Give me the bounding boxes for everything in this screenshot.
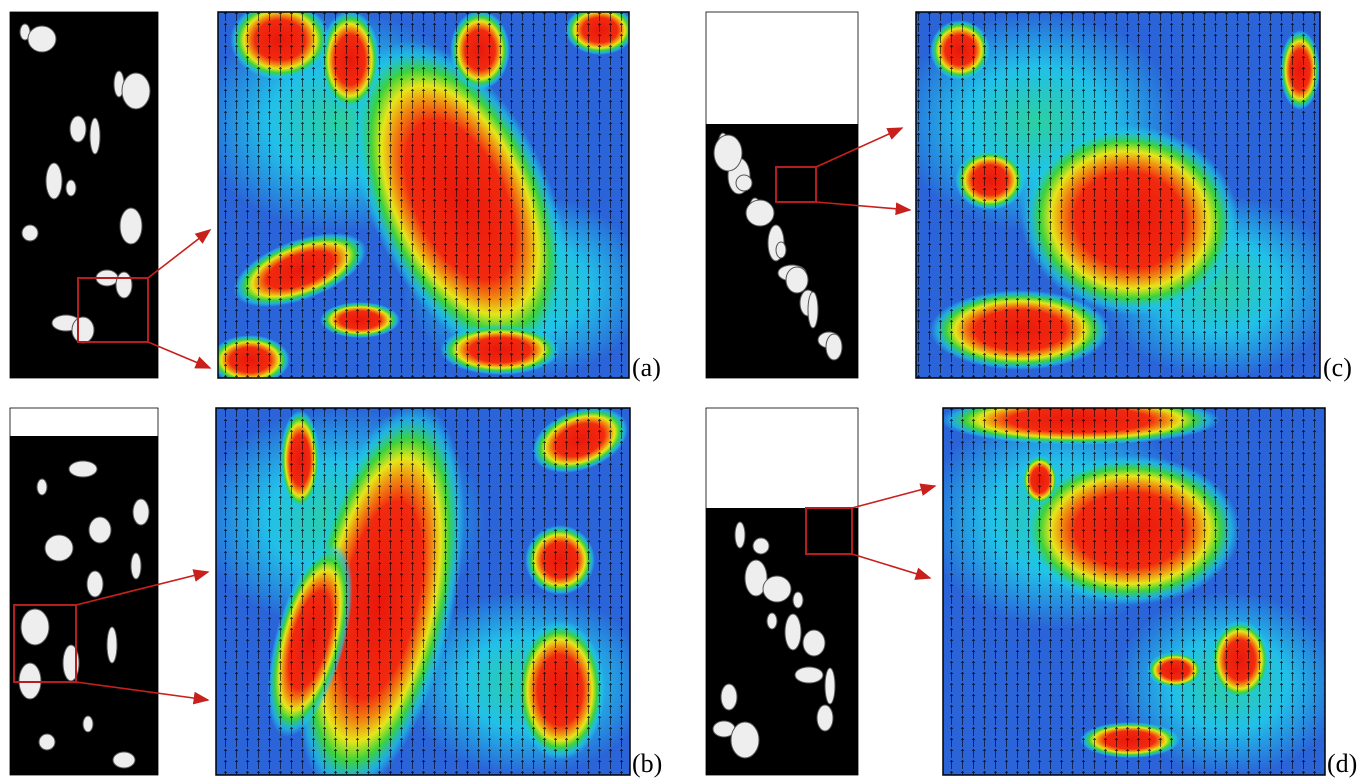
bubble — [22, 225, 38, 241]
bubble — [736, 175, 752, 191]
velocity-field — [197, 0, 649, 392]
bubble — [21, 609, 49, 645]
bubble — [72, 317, 94, 343]
panel: (d) — [706, 395, 1357, 778]
velocity-field — [896, 12, 1340, 378]
bubble — [746, 200, 774, 226]
bubble — [69, 461, 97, 477]
bubble — [785, 614, 801, 650]
bubble — [808, 292, 818, 328]
panel-label: (d) — [1327, 749, 1357, 778]
bubble — [70, 116, 86, 142]
bubble — [731, 722, 759, 758]
bubble — [803, 630, 825, 656]
bubble — [39, 734, 55, 750]
zoom-arrow — [852, 554, 930, 578]
bubble — [113, 752, 135, 768]
bubble — [825, 668, 835, 704]
bubble — [714, 135, 742, 171]
bubble — [786, 267, 808, 293]
bubble — [721, 684, 737, 710]
bubble — [89, 517, 111, 543]
bubble — [793, 592, 803, 608]
bubble — [817, 705, 833, 731]
vectors — [916, 12, 1320, 378]
bubble — [133, 499, 149, 525]
bubble — [767, 613, 777, 629]
bubble — [87, 571, 103, 597]
bubble — [46, 163, 62, 199]
panel-label: (a) — [632, 353, 661, 382]
bubble — [795, 667, 823, 683]
bubble — [116, 272, 132, 298]
bubble — [776, 242, 786, 258]
panel: (a) — [10, 0, 661, 392]
bubble — [83, 716, 93, 732]
bubble — [122, 73, 150, 109]
velocity-field — [195, 389, 650, 778]
bubble — [763, 576, 791, 602]
bubble — [45, 535, 73, 561]
figure: (a) (b) (c) (d) — [0, 0, 1362, 778]
bubble — [66, 180, 76, 196]
bubble — [753, 538, 769, 554]
vectors — [216, 408, 630, 775]
bubble — [131, 553, 141, 579]
panel: (b) — [10, 389, 662, 778]
panel-label: (c) — [1323, 353, 1352, 382]
bubble — [735, 522, 745, 548]
velocity-field — [924, 395, 1344, 775]
bubble — [120, 208, 142, 244]
zoom-arrow — [852, 486, 935, 508]
panel-label: (b) — [632, 749, 662, 778]
vectors — [218, 12, 629, 378]
bubble — [90, 118, 100, 154]
bubble — [107, 627, 117, 663]
panel: (c) — [706, 12, 1352, 382]
bubble — [37, 479, 47, 495]
vectors — [943, 408, 1325, 775]
bubble — [826, 334, 842, 360]
bubble — [28, 26, 56, 52]
